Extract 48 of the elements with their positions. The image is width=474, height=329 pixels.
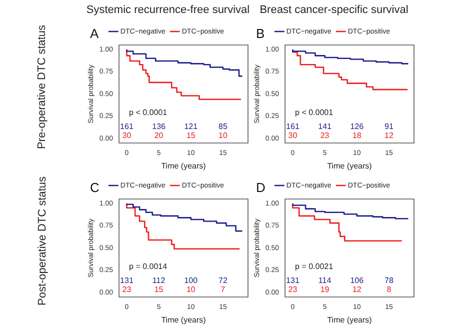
- annotation: 19: [320, 285, 330, 294]
- annotation: 18: [352, 131, 362, 140]
- text: B: [256, 26, 265, 41]
- annotation: 10: [218, 131, 228, 140]
- annotation: p = 0.0021: [295, 262, 334, 272]
- annotation: 12: [352, 285, 362, 294]
- annotation: p = 0.0014: [129, 262, 168, 272]
- annotation: 15: [154, 285, 164, 294]
- annotation: 112: [152, 276, 166, 286]
- annotation: 15: [186, 131, 196, 140]
- chart-title: Breast cancer-specific survival: [258, 4, 410, 18]
- annotation: 106: [350, 276, 364, 286]
- annotation: 78: [384, 276, 394, 286]
- annotation: 100: [184, 276, 198, 286]
- annotation: 141: [318, 122, 332, 132]
- annotation: 136: [152, 122, 166, 132]
- x-axis-title: Time (years): [327, 161, 372, 170]
- annotation: 126: [350, 122, 364, 132]
- annotation: 72: [218, 276, 228, 286]
- chart-title: Systemic recurrence-free survival: [85, 4, 251, 18]
- annotation: 8: [386, 285, 392, 294]
- annotation: p < 0.0001: [129, 108, 168, 118]
- annotation: 30: [288, 131, 298, 140]
- text: D: [256, 180, 266, 195]
- text: Pre-operative DTC status: [36, 24, 48, 150]
- annotation: 161: [120, 122, 134, 132]
- annotation: 131: [120, 276, 134, 286]
- x-axis-title: Time (years): [161, 161, 206, 170]
- annotation: 85: [218, 122, 228, 132]
- annotation: 10: [186, 285, 196, 294]
- annotation: 131: [286, 276, 300, 286]
- annotation: 23: [122, 285, 132, 294]
- annotation: 7: [220, 285, 226, 294]
- text: C: [90, 180, 100, 195]
- text: A: [90, 26, 99, 41]
- annotation: 161: [286, 122, 300, 132]
- annotation: 20: [154, 131, 164, 140]
- annotation: 114: [318, 276, 332, 286]
- text: Post-operative DTC status: [36, 176, 48, 306]
- x-axis-title: Time (years): [327, 315, 372, 324]
- annotation: 121: [184, 122, 198, 132]
- x-axis-title: Time (years): [161, 315, 206, 324]
- annotation: 12: [384, 131, 394, 140]
- annotation: 23: [320, 131, 330, 140]
- annotation: 30: [122, 131, 132, 140]
- annotation: 91: [384, 122, 394, 132]
- annotation: 23: [288, 285, 298, 294]
- annotation: p < 0.0001: [295, 108, 334, 118]
